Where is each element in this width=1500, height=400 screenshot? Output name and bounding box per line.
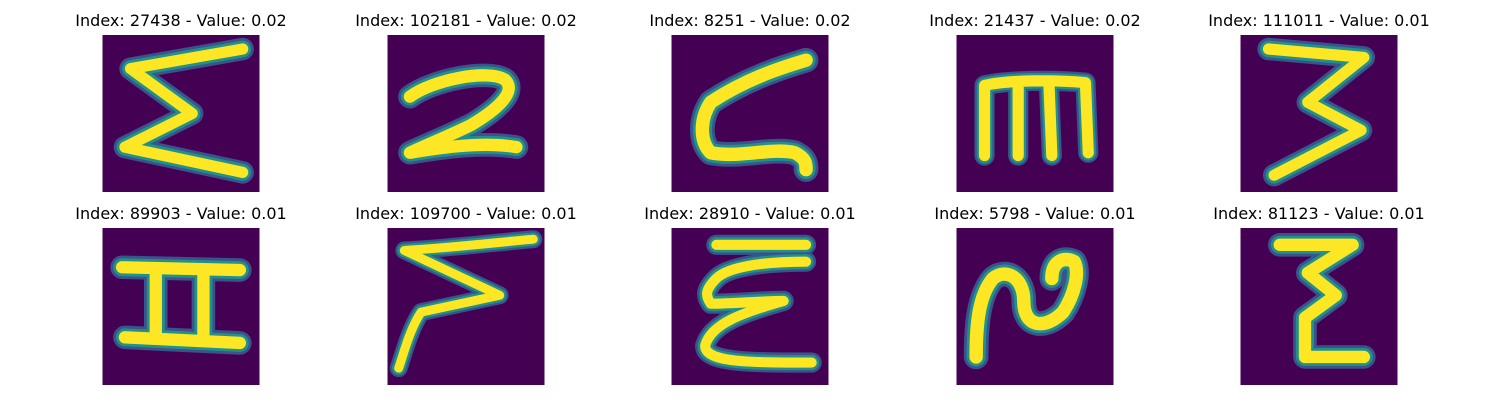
panel-title: Index: 89903 - Value: 0.01 [75,204,287,223]
glyph-image [956,228,1114,385]
panel-title: Index: 81123 - Value: 0.01 [1213,204,1425,223]
panel-title: Index: 111011 - Value: 0.01 [1208,11,1430,30]
glyph-image [1240,228,1398,385]
glyph-image [102,228,260,385]
panel-title: Index: 5798 - Value: 0.01 [934,204,1136,223]
glyph-image [671,228,829,385]
glyph-image [102,35,260,192]
panel-title: Index: 102181 - Value: 0.02 [355,11,577,30]
panel-title: Index: 27438 - Value: 0.02 [75,11,287,30]
panel-title: Index: 28910 - Value: 0.01 [644,204,856,223]
panel-title: Index: 21437 - Value: 0.02 [929,11,1141,30]
glyph-image [387,228,545,385]
glyph-image [956,35,1114,192]
glyph-image [387,35,545,192]
glyph-image [1240,35,1398,192]
panel-title: Index: 109700 - Value: 0.01 [355,204,577,223]
panel-title: Index: 8251 - Value: 0.02 [649,11,851,30]
glyph-image [671,35,829,192]
